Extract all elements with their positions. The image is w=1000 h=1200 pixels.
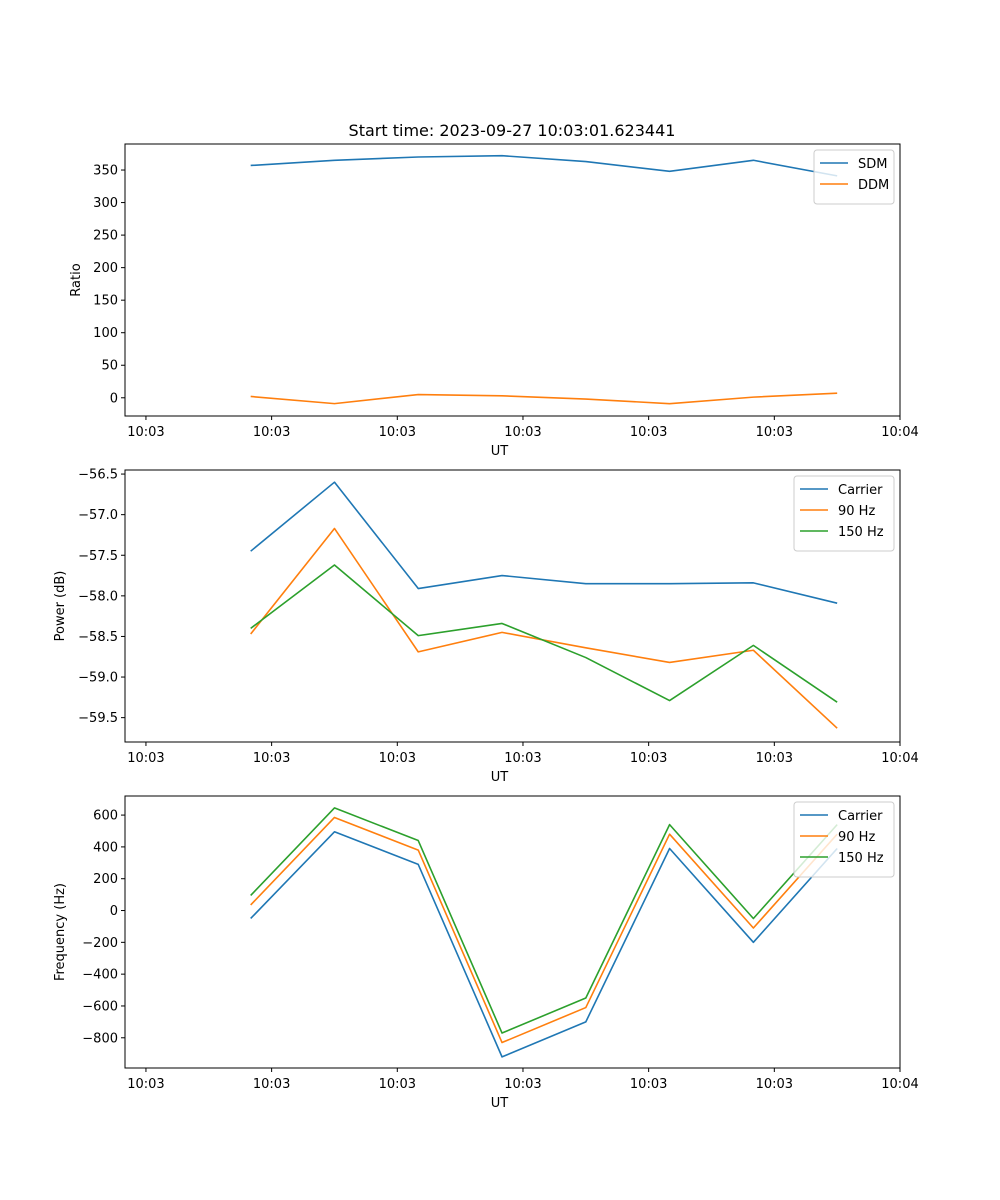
legend-box (793, 475, 895, 552)
y-tick-label: 200 (93, 872, 118, 887)
y-tick-label: 50 (101, 359, 118, 374)
x-tick-label: 10:03 (253, 425, 290, 440)
y-tick-label: 0 (110, 391, 118, 406)
y-tick-label: 100 (93, 326, 118, 341)
y-tick-label: −59.0 (78, 671, 118, 686)
chart-panel-1: 10:03 10:03 10:03 10:03 10:03 10:03 10:04 0 50 10… (69, 143, 919, 459)
legend-label: 150 Hz (838, 525, 884, 540)
series-line-90-hz (250, 527, 838, 729)
y-tick-label: −400 (82, 968, 118, 983)
y-tick-label: 250 (93, 229, 118, 244)
x-tick-label: 10:03 (504, 1077, 541, 1092)
x-tick-label: 10:03 (127, 751, 164, 766)
x-tick-label: 10:04 (881, 751, 918, 766)
y-tick-label: −800 (82, 1031, 118, 1046)
y-tick-label: 300 (93, 196, 118, 211)
x-tick-label: 10:03 (756, 1077, 793, 1092)
legend-label: 90 Hz (838, 504, 875, 519)
legend-label: 150 Hz (838, 851, 884, 866)
y-tick-label: −57.0 (78, 508, 118, 523)
y-tick-label: −58.5 (78, 630, 118, 645)
x-tick-label: 10:03 (504, 751, 541, 766)
legend-label: 90 Hz (838, 830, 875, 845)
y-tick-label: 350 (93, 164, 118, 179)
x-axis-label: UT (491, 1096, 509, 1111)
y-tick-label: 400 (93, 840, 118, 855)
series-line-150-hz (250, 564, 838, 703)
y-tick-label: −56.5 (78, 468, 118, 483)
chart-panel-2: 10:03 10:03 10:03 10:03 10:03 10:03 10:04 −56.5… (53, 468, 919, 785)
x-axis-label: UT (491, 444, 509, 459)
legend: SDM DDM (813, 149, 895, 205)
x-axis-label: UT (491, 770, 509, 785)
y-tick-label: −600 (82, 999, 118, 1014)
series-line-ddm (250, 392, 838, 405)
y-tick-label: 200 (93, 261, 118, 276)
y-axis-label: Frequency (Hz) (53, 883, 68, 981)
x-tick-label: 10:03 (756, 751, 793, 766)
x-tick-label: 10:03 (127, 425, 164, 440)
chart-title: Start time: 2023-09-27 10:03:01.623441 (349, 121, 676, 140)
axes-frame (124, 469, 901, 743)
legend-label: Carrier (838, 809, 883, 824)
x-tick-label: 10:04 (881, 425, 918, 440)
legend-label: Carrier (838, 483, 883, 498)
x-tick-label: 10:03 (379, 425, 416, 440)
x-tick-label: 10:03 (253, 1077, 290, 1092)
x-tick-label: 10:04 (881, 1077, 918, 1092)
y-tick-label: 600 (93, 809, 118, 824)
y-tick-label: 150 (93, 294, 118, 309)
series-line-90-hz (250, 816, 838, 1044)
legend: Carrier 90 Hz 150 Hz (793, 801, 895, 878)
y-axis-label: Ratio (69, 263, 84, 296)
y-tick-label: −200 (82, 936, 118, 951)
x-tick-label: 10:03 (253, 751, 290, 766)
y-tick-label: −58.0 (78, 589, 118, 604)
series-line-150-hz (250, 807, 838, 1034)
axes-frame (124, 795, 901, 1069)
legend-box (793, 801, 895, 878)
x-tick-label: 10:03 (630, 751, 667, 766)
x-tick-label: 10:03 (630, 425, 667, 440)
series-line-sdm (250, 154, 838, 177)
x-tick-label: 10:03 (756, 425, 793, 440)
series-line-carrier (250, 481, 838, 604)
legend-label: SDM (858, 157, 887, 172)
y-axis-label: Power (dB) (53, 571, 68, 642)
x-tick-label: 10:03 (127, 1077, 164, 1092)
y-tick-label: −57.5 (78, 549, 118, 564)
axes-frame (124, 143, 901, 417)
x-tick-label: 10:03 (630, 1077, 667, 1092)
y-tick-label: −59.5 (78, 711, 118, 726)
legend: Carrier 90 Hz 150 Hz (793, 475, 895, 552)
series-line-carrier (250, 830, 838, 1058)
x-tick-label: 10:03 (379, 1077, 416, 1092)
x-tick-label: 10:03 (504, 425, 541, 440)
y-tick-label: 0 (110, 904, 118, 919)
chart-panel-3: 10:03 10:03 10:03 10:03 10:03 10:03 10:04 600 40… (53, 795, 919, 1111)
legend-label: DDM (858, 178, 889, 193)
x-tick-label: 10:03 (379, 751, 416, 766)
